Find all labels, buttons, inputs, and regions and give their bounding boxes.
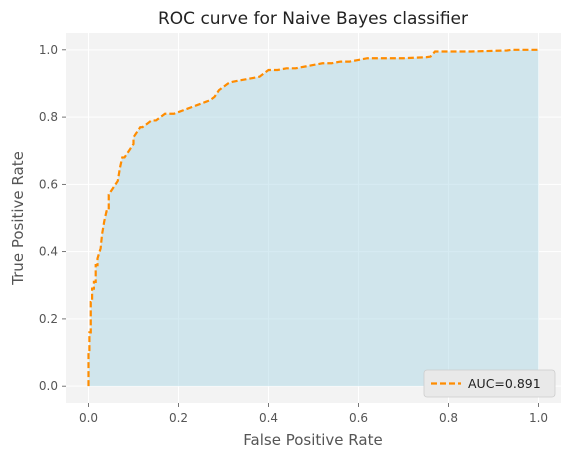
y-tick-label: 0.4 [39,245,58,259]
legend: AUC=0.891 [423,369,556,398]
x-tick-label: 0.2 [169,411,188,425]
x-axis-label: False Positive Rate [243,431,382,449]
y-tick-label: 0.8 [39,110,58,124]
y-tick-label: 0.0 [39,379,58,393]
x-tick-label: 0.6 [349,411,368,425]
legend-label: AUC=0.891 [468,376,541,391]
x-tick-label: 1.0 [529,411,548,425]
legend-box [423,369,556,398]
x-tick-label: 0.0 [79,411,98,425]
x-tick-label: 0.8 [439,411,458,425]
y-tick-label: 1.0 [39,43,58,57]
y-tick-label: 0.6 [39,177,58,191]
roc-area-fill [88,49,539,387]
x-axis-ticks: 0.0 0.2 0.4 0.6 0.8 1.0 [79,403,548,425]
x-tick-label: 0.4 [259,411,278,425]
roc-curve-line [87,48,539,387]
y-tick-label: 0.2 [39,312,58,326]
y-axis-label: True Positive Rate [9,151,27,286]
y-axis-ticks: 0.0 0.2 0.4 0.6 0.8 1.0 [39,43,66,393]
chart-title: ROC curve for Naive Bayes classifier [158,9,468,29]
